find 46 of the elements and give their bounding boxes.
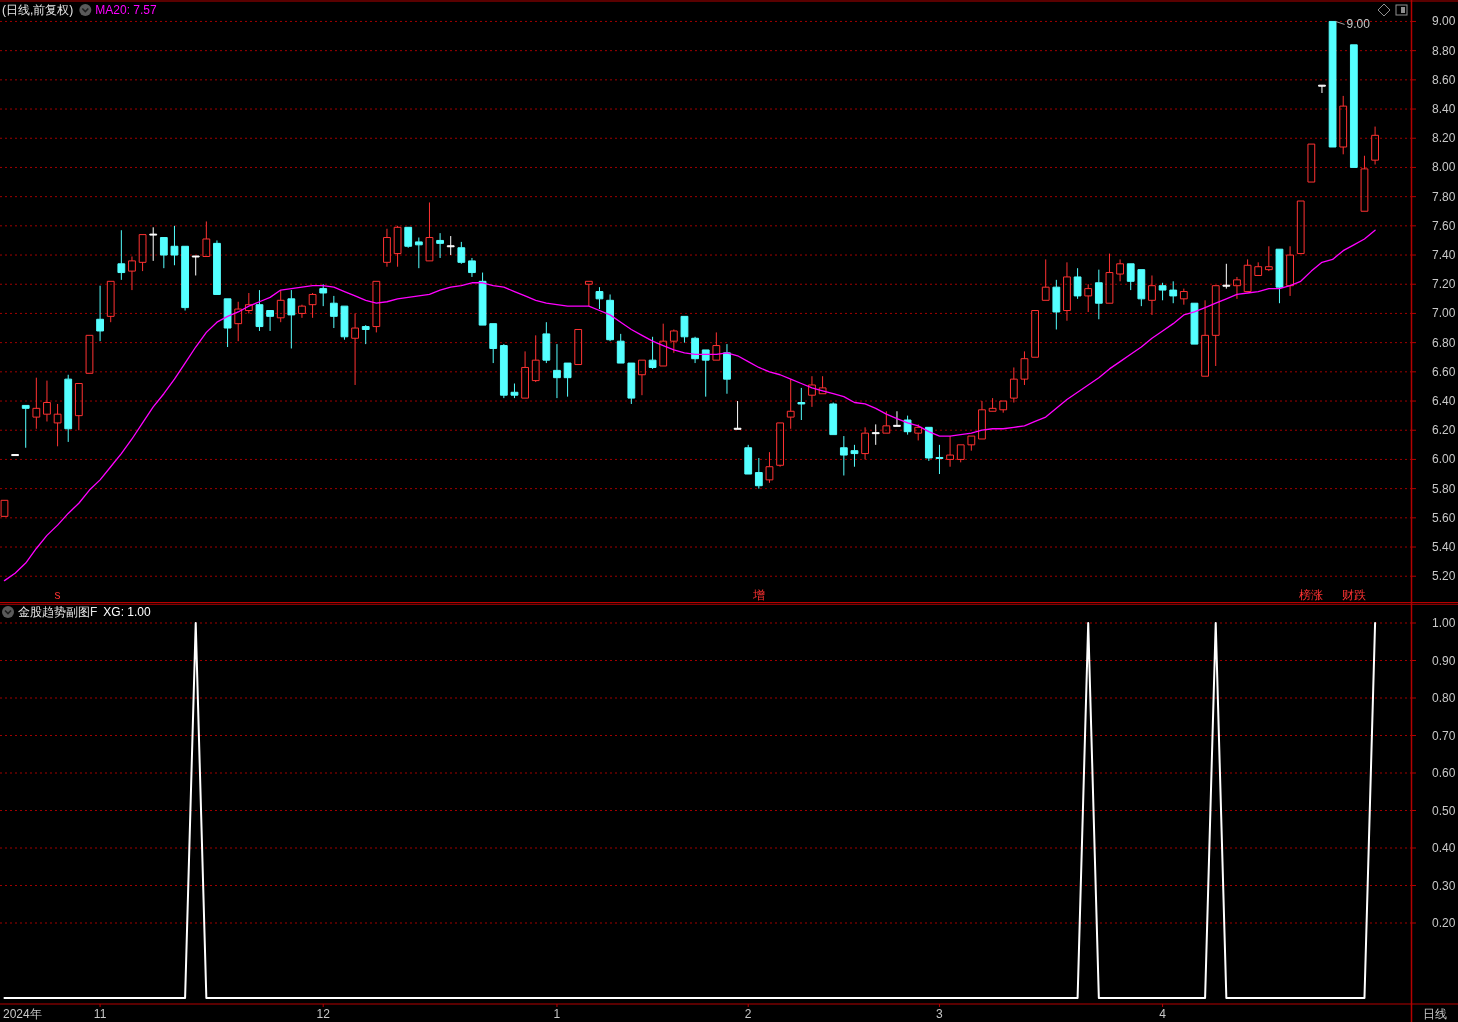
y-tick-label: 6.00 (1432, 452, 1456, 467)
x-tick-label: 12 (316, 1007, 331, 1021)
y-tick-label: 7.20 (1432, 277, 1456, 292)
y-tick-label: 0.80 (1432, 691, 1456, 705)
x-tick-label: 榜涨 (1299, 587, 1324, 602)
x-tick-label: 3 (936, 1007, 944, 1021)
x-tick-label: 4 (1159, 1007, 1167, 1021)
y-tick-label: 5.80 (1432, 481, 1456, 496)
x-tick-label: 财跌 (1341, 587, 1366, 602)
y-tick-label: 0.60 (1432, 766, 1456, 780)
y-tick-label: 8.00 (1432, 160, 1456, 175)
y-tick-label: 7.60 (1432, 218, 1456, 233)
y-tick-label: 6.40 (1432, 394, 1456, 409)
text: MA20: 7.57 (95, 3, 158, 17)
y-tick-label: 8.60 (1432, 72, 1456, 87)
text: XG: 1.00 (103, 605, 152, 619)
y-tick-label: 5.20 (1432, 569, 1456, 584)
y-tick-label: 7.00 (1432, 306, 1456, 321)
x-tick-label: 1 (553, 1007, 561, 1021)
x-tick-label: s (54, 587, 61, 602)
y-tick-label: 5.40 (1432, 540, 1456, 555)
chart-title: 金股趋势副图F (18, 605, 98, 619)
y-tick-label: 6.20 (1432, 423, 1456, 438)
annotation: 9.00 (1346, 17, 1371, 32)
y-tick-label: 6.60 (1432, 364, 1456, 379)
x-tick-label: 2 (744, 1007, 752, 1021)
y-tick-label: 9.00 (1432, 14, 1456, 29)
y-tick-label: 0.50 (1432, 803, 1456, 818)
text: 日线 (1422, 1007, 1447, 1021)
y-tick-label: 0.90 (1432, 653, 1456, 668)
chart-title: (日线,前复权) (2, 3, 74, 17)
y-tick-label: 8.40 (1432, 102, 1456, 117)
y-tick-label: 0.70 (1432, 728, 1456, 743)
text: 2024年 (3, 1007, 42, 1021)
y-tick-label: 8.80 (1432, 43, 1456, 58)
x-tick-label: 增 (751, 587, 765, 602)
y-tick-label: 6.80 (1432, 335, 1456, 350)
y-tick-label: 0.20 (1432, 916, 1456, 930)
y-tick-label: 0.40 (1432, 841, 1456, 855)
y-tick-label: 5.60 (1432, 510, 1456, 525)
y-tick-label: 8.20 (1432, 131, 1456, 146)
y-tick-label: 7.80 (1432, 189, 1456, 204)
y-tick-label: 7.40 (1432, 248, 1456, 263)
y-tick-label: 1.00 (1432, 616, 1456, 630)
y-tick-label: 0.30 (1432, 878, 1456, 893)
x-tick-label: 11 (93, 1007, 107, 1021)
